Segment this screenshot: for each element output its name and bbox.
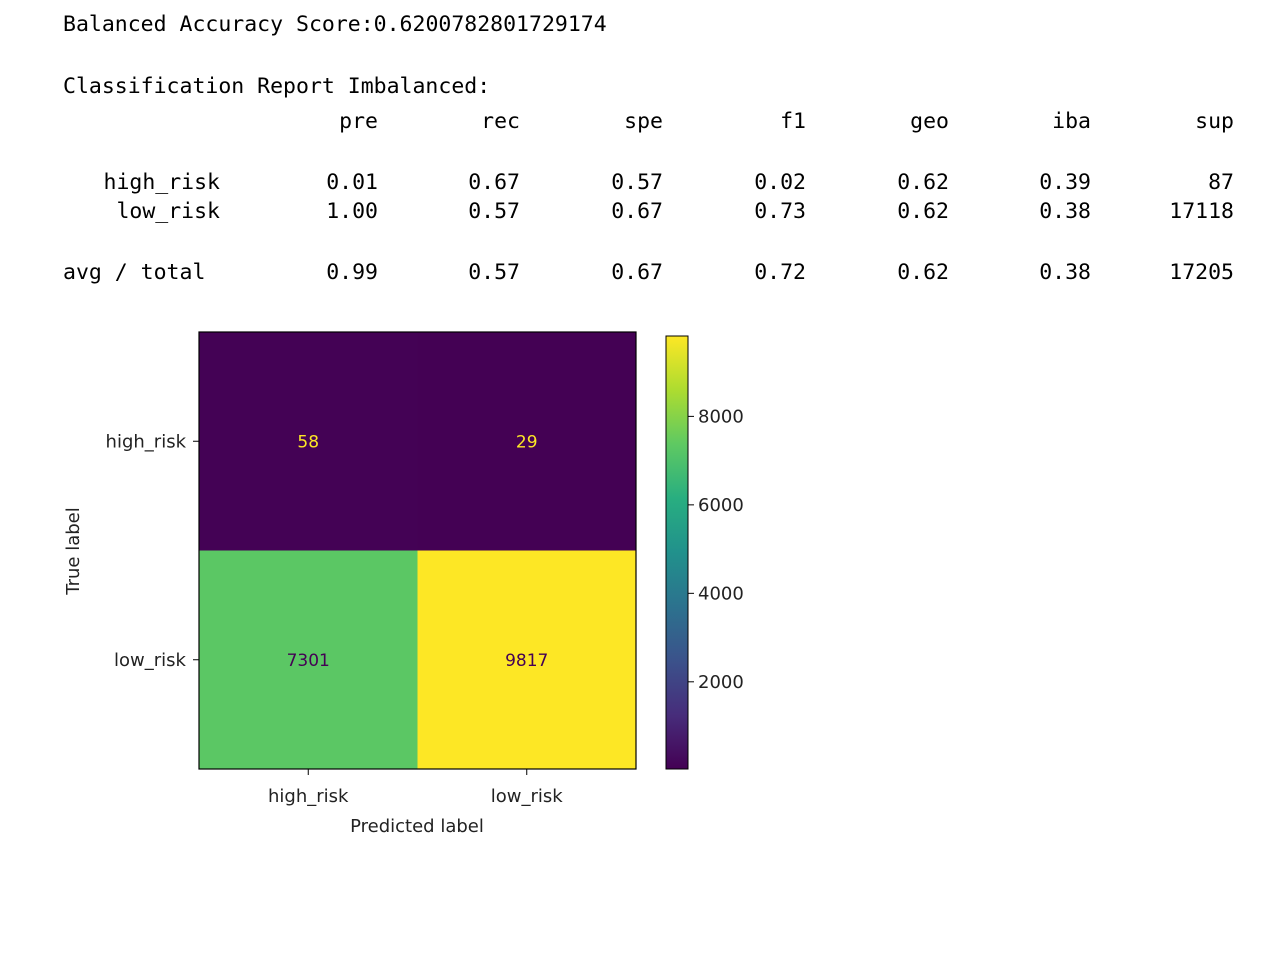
colorbar-ticks: 2000 4000 6000 8000 bbox=[688, 406, 744, 693]
table-cell: 0.62 bbox=[897, 199, 949, 224]
confusion-matrix-chart: 58 29 7301 9817 high_risk low_risk high_risk… bbox=[63, 331, 744, 837]
matrix-cell-labels: 58 29 7301 9817 bbox=[287, 432, 549, 671]
table-cell: 0.62 bbox=[897, 260, 949, 285]
row-label-high-risk: high_risk bbox=[103, 170, 221, 195]
column-header-sup: sup bbox=[1195, 109, 1234, 134]
colorbar-tick-label: 8000 bbox=[698, 406, 744, 427]
matrix-cell-label: 7301 bbox=[287, 651, 330, 671]
table-cell: 0.01 bbox=[326, 170, 378, 195]
table-cell: 0.57 bbox=[468, 199, 520, 224]
row-label-low-risk: low_risk bbox=[116, 199, 220, 224]
table-cell: 87 bbox=[1208, 170, 1234, 195]
balanced-accuracy-line: Balanced Accuracy Score:0.62007828017291… bbox=[63, 12, 607, 37]
matrix-cells bbox=[199, 332, 637, 770]
table-cell: 0.72 bbox=[754, 260, 806, 285]
column-header-rec: rec bbox=[481, 109, 520, 134]
matrix-cell-label: 9817 bbox=[505, 651, 548, 671]
table-cell: 0.67 bbox=[611, 260, 663, 285]
column-header-spe: spe bbox=[624, 109, 663, 134]
x-tick-label: high_risk bbox=[268, 786, 349, 807]
table-cell: 0.67 bbox=[468, 170, 520, 195]
table-cell: 17118 bbox=[1169, 199, 1234, 224]
report-title: Classification Report Imbalanced: bbox=[63, 74, 491, 99]
y-tick-label: high_risk bbox=[106, 431, 187, 452]
column-header-geo: geo bbox=[910, 109, 949, 134]
table-cell: 1.00 bbox=[326, 199, 378, 224]
table-cell: 17205 bbox=[1169, 260, 1234, 285]
column-header-pre: pre bbox=[339, 109, 378, 134]
colorbar-tick-label: 2000 bbox=[698, 672, 744, 693]
column-header-iba: iba bbox=[1052, 109, 1091, 134]
colorbar-tick-label: 6000 bbox=[698, 495, 744, 516]
x-tick-label: low_risk bbox=[491, 786, 564, 807]
colorbar-tick-label: 4000 bbox=[698, 583, 744, 604]
matrix-cell bbox=[199, 550, 418, 770]
balanced-accuracy-label: Balanced Accuracy Score: bbox=[63, 12, 374, 37]
matrix-cell-label: 29 bbox=[516, 432, 538, 452]
table-cell: 0.57 bbox=[468, 260, 520, 285]
colorbar bbox=[665, 335, 689, 770]
row-label-avg-total: avg / total bbox=[63, 260, 206, 285]
matrix-frame bbox=[198, 331, 637, 770]
x-axis-label: Predicted label bbox=[350, 816, 484, 837]
table-cell: 0.67 bbox=[611, 199, 663, 224]
matrix-cell bbox=[417, 550, 637, 770]
table-cell: 0.99 bbox=[326, 260, 378, 285]
classification-report-table: pre rec spe f1 geo iba sup high_risk 0.0… bbox=[0, 0, 1277, 320]
table-cell: 0.73 bbox=[754, 199, 806, 224]
table-cell: 0.38 bbox=[1039, 260, 1091, 285]
table-cell: 0.62 bbox=[897, 170, 949, 195]
table-cell: 0.02 bbox=[754, 170, 806, 195]
y-tick-label: low_risk bbox=[114, 650, 187, 671]
x-axis: high_risk low_risk bbox=[268, 769, 563, 807]
balanced-accuracy-value: 0.6200782801729174 bbox=[373, 12, 607, 37]
table-cell: 0.39 bbox=[1039, 170, 1091, 195]
matrix-cell bbox=[417, 332, 637, 551]
table-cell: 0.57 bbox=[611, 170, 663, 195]
y-axis: high_risk low_risk bbox=[106, 431, 199, 671]
y-axis-label: True label bbox=[63, 507, 84, 596]
column-header-f1: f1 bbox=[780, 109, 806, 134]
matrix-cell bbox=[199, 332, 418, 551]
table-cell: 0.38 bbox=[1039, 199, 1091, 224]
matrix-cell-label: 58 bbox=[297, 432, 319, 452]
